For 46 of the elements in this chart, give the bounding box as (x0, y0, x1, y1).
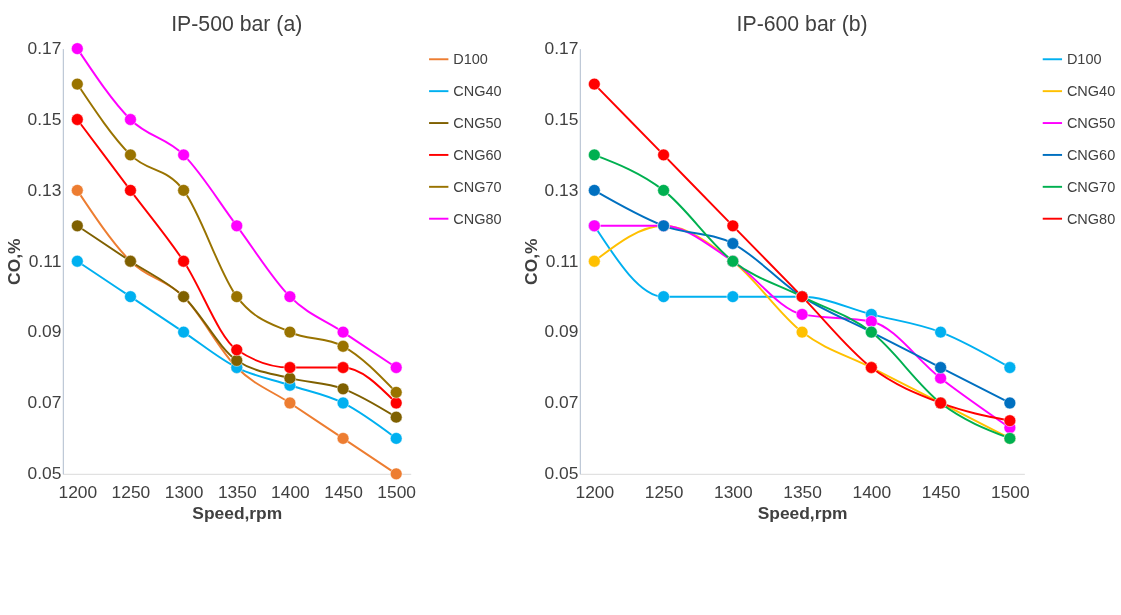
legend-label: CNG60 (1066, 146, 1116, 163)
legend-label: CNG80 (453, 210, 502, 227)
y-tick-label: 0.13 (544, 179, 579, 200)
y-axis-title: CO,% (3, 238, 24, 285)
x-tick-label: 1500 (991, 481, 1030, 502)
y-tick-label: 0.09 (544, 321, 579, 342)
y-tick-label: 0.17 (544, 37, 579, 58)
y-tick-label: 0.11 (28, 250, 62, 271)
y-tick-label: 0.07 (27, 392, 62, 413)
x-axis-title: Speed,rpm (192, 502, 283, 523)
x-axis-title: Speed,rpm (757, 502, 848, 523)
legend-label: CNG60 (453, 146, 502, 163)
x-tick-label: 1400 (852, 481, 892, 502)
x-tick-label: 1350 (217, 481, 257, 502)
y-tick-label: 0.15 (544, 108, 579, 129)
legend-label: D100 (453, 51, 488, 68)
y-tick-label: 0.09 (27, 321, 62, 342)
legend-label: D100 (1066, 51, 1102, 68)
x-tick-label: 1300 (713, 481, 753, 502)
legend-label: CNG40 (453, 82, 502, 99)
legend-label: CNG40 (1066, 82, 1116, 99)
legend-label: CNG50 (453, 114, 502, 131)
x-tick-label: 1450 (921, 481, 961, 502)
x-tick-label: 1200 (575, 481, 615, 502)
legend-label: CNG50 (1066, 114, 1116, 131)
chart-title: IP-600 bar (b) (736, 12, 868, 37)
legend-label: CNG70 (1066, 178, 1116, 195)
y-tick-label: 0.13 (27, 179, 62, 200)
y-tick-label: 0.05 (544, 463, 579, 484)
x-tick-label: 1350 (783, 481, 822, 502)
x-tick-label: 1250 (111, 481, 151, 502)
legend-label: CNG70 (453, 178, 502, 195)
chart-title: IP-500 bar (a) (171, 12, 303, 37)
x-tick-label: 1450 (324, 481, 363, 502)
x-tick-label: 1300 (164, 481, 204, 502)
y-tick-label: 0.05 (27, 463, 62, 484)
y-axis-title: CO,% (520, 238, 541, 285)
x-tick-label: 1200 (58, 481, 98, 502)
x-tick-label: 1400 (271, 481, 310, 502)
y-tick-label: 0.07 (544, 392, 579, 413)
x-tick-label: 1500 (377, 481, 417, 502)
y-tick-label: 0.15 (27, 108, 62, 129)
x-tick-label: 1250 (644, 481, 684, 502)
y-tick-label: 0.11 (545, 250, 579, 271)
legend-label: CNG80 (1066, 210, 1116, 227)
y-tick-label: 0.17 (27, 37, 62, 58)
